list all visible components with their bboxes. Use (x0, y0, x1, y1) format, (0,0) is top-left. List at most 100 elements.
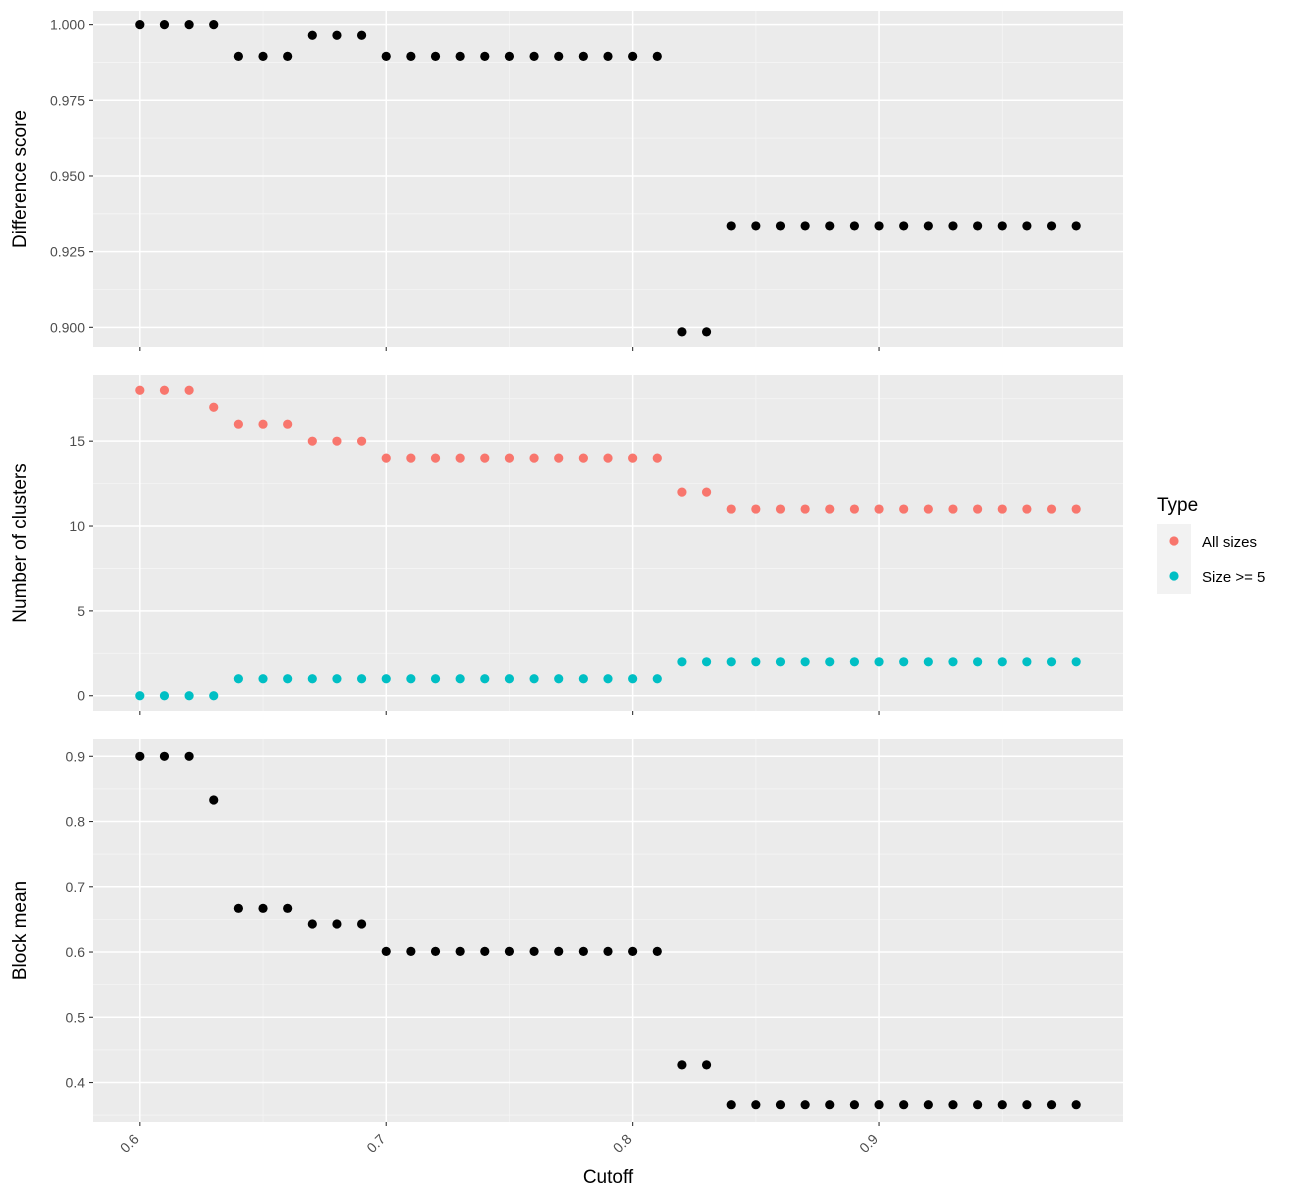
data-point (406, 946, 416, 956)
data-point (356, 919, 367, 929)
data-point (480, 674, 490, 684)
data-point (209, 691, 219, 701)
data-point (849, 504, 860, 514)
data-point (997, 1100, 1007, 1110)
data-point (504, 946, 515, 956)
data-point (578, 674, 588, 684)
data-point (849, 1100, 860, 1110)
data-point (356, 30, 367, 40)
data-point (1022, 504, 1032, 514)
data-point (775, 221, 786, 231)
data-point (800, 504, 810, 514)
data-point (381, 946, 391, 956)
panel-background (93, 11, 1123, 347)
data-point (899, 657, 909, 667)
y-axis-title: Difference score (10, 110, 31, 248)
y-tick-label: 0.6 (66, 944, 86, 960)
data-point (973, 504, 983, 514)
y-tick-label: 0.975 (50, 92, 85, 108)
data-point (455, 453, 465, 463)
data-point (184, 691, 194, 701)
data-point (332, 436, 342, 446)
y-tick-label: 0 (77, 688, 85, 704)
data-point (1071, 1100, 1081, 1110)
data-point (726, 221, 736, 231)
data-point (800, 1100, 810, 1110)
data-point (923, 1100, 933, 1110)
y-tick-label: 15 (69, 433, 85, 449)
data-point (184, 20, 194, 30)
data-point (455, 674, 465, 684)
data-point (825, 657, 835, 667)
data-point (332, 674, 342, 684)
data-point (554, 51, 564, 62)
data-point (332, 30, 342, 40)
data-point (677, 1060, 687, 1070)
x-tick-label: 0.8 (610, 1131, 635, 1156)
data-point (381, 674, 391, 684)
data-point (184, 385, 194, 395)
data-point (430, 453, 441, 463)
data-point (997, 504, 1007, 514)
data-point (233, 419, 243, 429)
y-tick-label: 5 (77, 603, 85, 619)
data-point (652, 674, 662, 684)
data-point (307, 674, 317, 684)
data-point (775, 1100, 786, 1110)
data-point (209, 795, 219, 805)
data-point (529, 453, 539, 463)
data-point (800, 657, 810, 667)
data-point (406, 453, 416, 463)
data-point (1022, 657, 1032, 667)
data-point (751, 504, 761, 514)
data-point (923, 504, 933, 514)
data-point (825, 221, 835, 231)
data-point (283, 419, 293, 429)
data-point (899, 504, 909, 514)
data-point (899, 221, 909, 231)
data-point (307, 436, 317, 446)
x-tick-label: 0.7 (363, 1131, 388, 1156)
legend-title: Type (1157, 495, 1198, 516)
data-point (751, 221, 761, 231)
data-point (529, 674, 539, 684)
data-point (504, 51, 515, 62)
data-point (874, 221, 884, 231)
data-point (529, 51, 539, 62)
data-point (603, 946, 613, 956)
data-point (258, 51, 268, 62)
data-point (948, 657, 958, 667)
data-point (603, 51, 613, 62)
y-tick-label: 1.000 (50, 17, 85, 33)
data-point (726, 504, 736, 514)
data-point (701, 487, 712, 497)
data-point (751, 1100, 761, 1110)
data-point (159, 751, 170, 761)
data-point (332, 919, 342, 929)
data-point (997, 221, 1007, 231)
data-point (1046, 221, 1057, 231)
data-point (1071, 221, 1081, 231)
x-tick-label: 0.9 (856, 1131, 881, 1156)
data-point (554, 453, 564, 463)
data-point (283, 51, 293, 62)
data-point (701, 327, 712, 337)
y-tick-label: 0.925 (50, 244, 85, 260)
data-point (455, 51, 465, 62)
data-point (381, 453, 391, 463)
data-point (948, 221, 958, 231)
data-point (775, 504, 786, 514)
data-point (159, 385, 170, 395)
data-point (652, 946, 662, 956)
data-point (628, 453, 638, 463)
legend: Type All sizes Size >= 5 (1157, 495, 1265, 594)
data-point (135, 691, 145, 701)
data-point (159, 20, 170, 30)
legend-label-all-sizes: All sizes (1202, 534, 1257, 551)
data-point (307, 30, 317, 40)
data-point (652, 453, 662, 463)
facet-panel: 0.4 0.5 0.6 0.7 0.8 0.9 Block mean (10, 739, 1123, 1126)
data-point (874, 1100, 884, 1110)
data-point (726, 1100, 736, 1110)
data-point (775, 657, 786, 667)
